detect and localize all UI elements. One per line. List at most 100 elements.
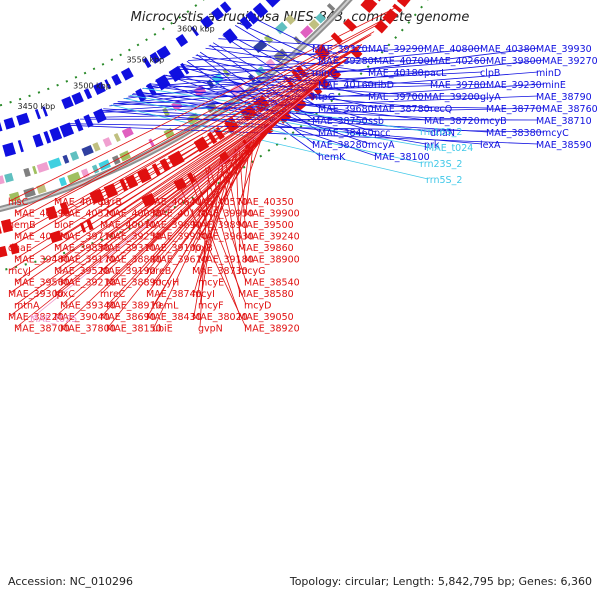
leader-line bbox=[61, 56, 350, 236]
gene-label: hemK bbox=[318, 152, 346, 163]
gene-label: dnaN bbox=[430, 128, 455, 139]
leader-line bbox=[55, 95, 308, 317]
gene-label: mcyB bbox=[480, 116, 507, 127]
leader-line bbox=[94, 95, 539, 114]
leader-line bbox=[225, 32, 321, 85]
gene-block bbox=[175, 34, 189, 47]
gene-block bbox=[4, 172, 14, 183]
gene-label: MAE_40180 bbox=[368, 68, 424, 79]
gene-block bbox=[0, 121, 3, 132]
gene-block bbox=[48, 157, 62, 169]
gene-label: MAE_38780 bbox=[374, 104, 430, 115]
gene-label: clpB bbox=[480, 68, 500, 79]
leader-line bbox=[234, 25, 315, 73]
gene-label: MAE_38700 bbox=[14, 324, 70, 335]
gene-label: MAE_40050 bbox=[106, 209, 162, 220]
gene-label: MAE_39630 bbox=[198, 232, 254, 243]
leader-line bbox=[68, 123, 545, 133]
gene-label: MAE_38720 bbox=[424, 116, 480, 127]
gene-label: MAE_39900 bbox=[244, 209, 300, 220]
gene-block bbox=[0, 175, 5, 185]
gene-label: MAE_38580 bbox=[238, 289, 294, 300]
gene-block bbox=[42, 106, 48, 117]
gene-label: lpxC bbox=[54, 289, 75, 300]
gene-label: mtnA bbox=[14, 301, 40, 312]
gene-label: MAE_39270 bbox=[542, 56, 598, 67]
gene-label: mcyA bbox=[368, 140, 395, 151]
gene-block bbox=[343, 18, 357, 32]
gene-label: MAE_39610 bbox=[152, 255, 208, 266]
gene-block bbox=[74, 118, 84, 132]
gene-label: MAE_38150 bbox=[106, 324, 162, 335]
gene-block bbox=[119, 150, 131, 162]
gene-block bbox=[93, 81, 106, 95]
gene-label: mcyG bbox=[238, 266, 265, 277]
gene-label: MAE_39340 bbox=[60, 301, 116, 312]
gene-label: MAE_38710 bbox=[536, 116, 592, 127]
gene-block bbox=[137, 167, 152, 184]
gene-label: MAE_38590 bbox=[536, 140, 592, 151]
leader-line bbox=[61, 92, 311, 305]
gene-label: MAE_37800 bbox=[60, 324, 116, 335]
gene-label: MAE_38540 bbox=[244, 278, 300, 289]
gene-label: dnaE bbox=[8, 243, 32, 254]
gene-label: rrn16S_2 bbox=[420, 127, 462, 138]
gene-block bbox=[0, 218, 14, 233]
gene-block bbox=[293, 36, 302, 45]
gene-label: MAE_39180 bbox=[198, 255, 254, 266]
leader-line bbox=[101, 59, 347, 202]
leader-line bbox=[199, 156, 225, 305]
leader-line bbox=[199, 115, 283, 213]
gene-label: MAE_40260 bbox=[430, 56, 486, 67]
gene-block bbox=[49, 126, 63, 142]
kbp-tick-label: 3550 kbp bbox=[126, 56, 164, 65]
gene-label: MAE_39890 bbox=[192, 220, 248, 231]
gene-label: MAE_40700 bbox=[374, 56, 430, 67]
gene-label: MAE_40160 bbox=[318, 80, 374, 91]
gene-block bbox=[142, 57, 152, 69]
gene-label: hisC bbox=[8, 197, 29, 208]
gene-block bbox=[59, 201, 70, 216]
leader-line bbox=[15, 56, 350, 282]
kbp-ticks: 3800 kbp3750 kbp3700 kbp3650 kbp3600 kbp… bbox=[18, 25, 215, 111]
leader-line bbox=[61, 69, 337, 259]
gene-block bbox=[263, 34, 274, 44]
gene-block bbox=[113, 133, 121, 142]
gene-label: mcyI bbox=[192, 289, 215, 300]
leader-line bbox=[218, 38, 371, 49]
gene-label: MAE_38900 bbox=[244, 255, 300, 266]
gene-label: MAE_38770 bbox=[486, 104, 542, 115]
gene-block bbox=[285, 14, 296, 25]
leader-line bbox=[153, 146, 240, 328]
gene-block bbox=[32, 165, 38, 175]
dotted-guide-arc bbox=[0, 0, 429, 272]
gene-label: prk bbox=[424, 140, 440, 151]
leader-line bbox=[145, 59, 489, 87]
gene-label: MAE_40380 bbox=[480, 44, 536, 55]
gene-labels: MAE_39320 MAE_39290 MAE_40800 MAE_40380 MAE_… bbox=[8, 44, 598, 335]
gene-label: rrn23S_2 bbox=[420, 159, 462, 170]
leader-line bbox=[65, 124, 539, 145]
leader-line bbox=[101, 117, 280, 317]
gene-block bbox=[104, 79, 112, 90]
gene-block bbox=[71, 91, 84, 105]
gene-block bbox=[229, 83, 245, 97]
gene-label: MAE_38380 bbox=[486, 128, 542, 139]
gene-label: mcyH bbox=[152, 278, 179, 289]
gene-block bbox=[16, 112, 30, 126]
gene-label: MAE_39780 bbox=[430, 80, 486, 91]
gene-block bbox=[374, 19, 389, 34]
leader-line bbox=[9, 59, 347, 294]
gene-label: gvpN bbox=[198, 324, 223, 335]
gene-block bbox=[392, 3, 403, 13]
gene-label: glyA bbox=[480, 92, 501, 103]
gene-label: recQ bbox=[430, 104, 452, 115]
gene-block bbox=[36, 161, 50, 173]
leader-line bbox=[177, 182, 247, 328]
label-leader-lines bbox=[9, 7, 545, 328]
leader-line bbox=[199, 51, 321, 133]
gene-label: MAE_40570 bbox=[192, 197, 248, 208]
gene-block bbox=[382, 8, 399, 25]
leader-line bbox=[9, 21, 384, 225]
